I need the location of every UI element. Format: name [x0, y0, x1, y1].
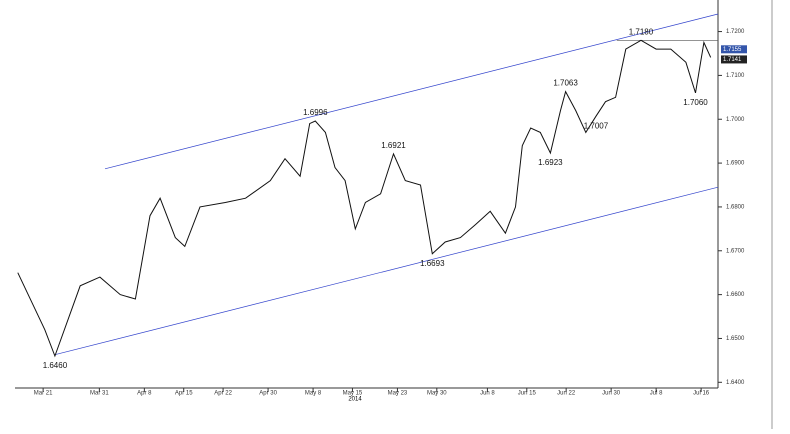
y-tick-label: 1.6600	[726, 292, 745, 298]
y-tick-label: 1.6900	[726, 161, 745, 167]
annotation: 1.6460	[43, 361, 68, 370]
x-tick-label: Apr 8	[137, 391, 152, 397]
y-tick-label: 1.7000	[726, 117, 745, 123]
y-tick-label: 1.6400	[726, 380, 745, 386]
y-tick-label: 1.7200	[726, 29, 745, 35]
y-tick-label: 1.7100	[726, 73, 745, 79]
price-tag-label: 1.7141	[723, 57, 742, 63]
y-tick-label: 1.6500	[726, 336, 745, 342]
annotation: 1.7063	[553, 79, 578, 88]
x-tick-label: Jun 22	[557, 391, 576, 397]
x-tick-label: Mar 31	[90, 391, 109, 397]
annotation: 1.6693	[420, 259, 445, 268]
annotation: 1.6923	[538, 158, 563, 167]
trendline	[54, 186, 719, 356]
x-tick-label: Jun 8	[480, 391, 495, 397]
x-tick-label: Jun 30	[602, 391, 621, 397]
annotation: 1.6921	[381, 141, 406, 150]
x-tick-label: Apr 15	[175, 391, 193, 397]
price-line	[17, 39, 712, 358]
annotation: 1.7007	[584, 121, 609, 130]
x-tick-label: Jul 16	[693, 391, 710, 397]
x-tick-label: Jun 15	[518, 391, 537, 397]
annotation: 1.7180	[629, 27, 654, 36]
price-tag	[721, 45, 747, 54]
x-tick-label: May 23	[388, 391, 408, 397]
trendline	[104, 13, 719, 170]
annotation: 1.7060	[683, 98, 708, 107]
y-tick-label: 1.6800	[726, 205, 745, 211]
price-tag	[721, 55, 747, 64]
x-tick-label: May 30	[427, 391, 447, 397]
x-tick-label: Mar 21	[34, 391, 53, 397]
x-tick-label: May 8	[305, 391, 322, 397]
x-tick-label: Apr 30	[259, 391, 277, 397]
x-tick-label: May 15	[343, 391, 363, 397]
annotation: 1.6996	[303, 108, 328, 117]
y-tick-label: 1.6700	[726, 248, 745, 254]
x-tick-label: Apr 22	[214, 391, 232, 397]
price-tag-label: 1.7155	[723, 47, 742, 53]
x-tick-label: Jul 8	[650, 391, 663, 397]
x-sublabel: 2014	[348, 397, 362, 403]
